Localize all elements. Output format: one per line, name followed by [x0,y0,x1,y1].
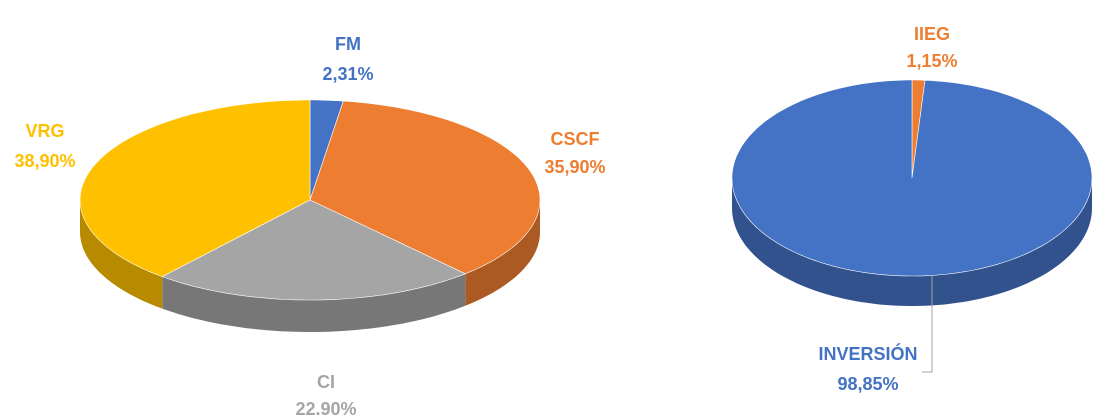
value-label: 38,90% [14,151,75,171]
slice-side [162,273,466,332]
value-label: 22.90% [295,399,356,416]
slice [309,100,541,275]
slice-side [465,200,540,306]
slice-label: FM [335,34,361,54]
slice-side [732,178,1092,306]
slice [731,79,1093,277]
value-label: 98,85% [837,374,898,394]
slice-label: CI [317,372,335,392]
value-label: 1,15% [906,51,957,71]
leader-line [922,275,933,373]
slice-label: VRG [25,121,64,141]
slice-side [80,200,163,309]
slice-label: IIEG [914,24,950,44]
slice-label: INVERSIÓN [818,343,917,364]
slice-label: CSCF [551,129,600,149]
slice [79,99,311,277]
value-label: 35,90% [544,157,605,177]
slice [161,199,467,301]
value-label: 2,31% [322,64,373,84]
